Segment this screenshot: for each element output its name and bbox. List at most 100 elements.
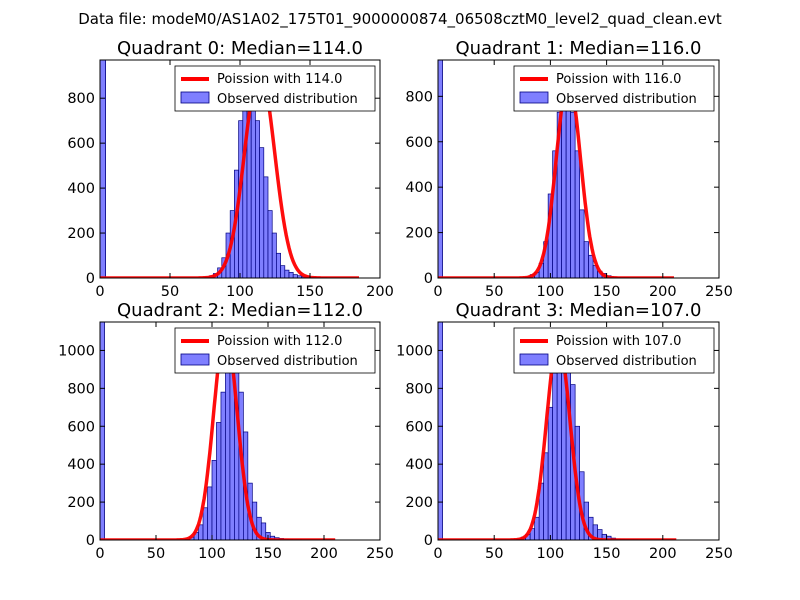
x-tick-label: 100 [226, 284, 254, 300]
histogram-edge-bar [100, 60, 106, 278]
histogram-bar [255, 121, 259, 278]
legend: Poission with 107.0 Observed distribution [514, 328, 714, 373]
histogram-bar [553, 373, 557, 540]
y-tick-label: 0 [86, 271, 95, 287]
x-tick-label: 0 [433, 284, 442, 300]
x-tick-label: 200 [649, 284, 677, 300]
y-tick-label: 800 [67, 91, 95, 107]
legend-observed-label: Observed distribution [217, 354, 358, 369]
legend-bar-swatch [181, 354, 209, 365]
legend-bar-swatch [181, 92, 209, 103]
histogram-bar [225, 364, 229, 540]
x-tick-label: 150 [593, 546, 621, 562]
x-tick-label: 200 [649, 546, 677, 562]
histogram-bar [584, 242, 588, 278]
y-tick-label: 200 [405, 495, 433, 511]
x-tick-label: 100 [537, 284, 565, 300]
y-tick-label: 400 [67, 181, 95, 197]
histogram-bar [203, 508, 207, 540]
y-tick-label: 800 [67, 381, 95, 397]
histogram-bar [272, 233, 276, 278]
x-tick-label: 150 [254, 546, 282, 562]
subplot-quadrant-3: Quadrant 3: Median=107.0 0 50 100 150 200 250 0… [396, 300, 733, 562]
x-tick-label: 250 [705, 546, 733, 562]
x-tick-label: 200 [310, 546, 338, 562]
subplot-title: Quadrant 0: Median=114.0 [117, 38, 363, 59]
legend: Poission with 112.0 Observed distribution [175, 328, 375, 373]
subplot-title: Quadrant 1: Median=116.0 [456, 38, 702, 59]
histogram-bar [281, 266, 285, 278]
legend: Poission with 114.0 Observed distribution [175, 66, 375, 111]
histogram-bar [212, 460, 216, 540]
legend-bar-swatch [520, 354, 548, 365]
histogram-bar [589, 255, 593, 278]
histogram-bar [566, 99, 570, 278]
figure-suptitle: Data file: modeM0/AS1A02_175T01_90000008… [78, 10, 722, 29]
histogram-bar [251, 94, 255, 278]
y-tick-label: 1000 [396, 343, 433, 359]
x-tick-label: 150 [296, 284, 324, 300]
y-tick-label: 400 [405, 457, 433, 473]
y-tick-label: 400 [405, 180, 433, 196]
subplot-quadrant-1: Quadrant 1: Median=116.0 0 50 100 150 200 250 0… [405, 38, 733, 300]
subplot-title: Quadrant 3: Median=107.0 [456, 300, 702, 321]
x-tick-label: 50 [485, 284, 503, 300]
histogram-bar [216, 422, 220, 540]
histogram-bar [535, 517, 539, 540]
legend-observed-label: Observed distribution [217, 92, 358, 107]
y-tick-label: 200 [67, 226, 95, 242]
y-tick-label: 600 [405, 135, 433, 151]
histogram-bar [571, 112, 575, 278]
subplot-title: Quadrant 2: Median=112.0 [117, 300, 363, 321]
x-tick-label: 100 [537, 546, 565, 562]
y-tick-label: 200 [67, 495, 95, 511]
x-tick-label: 250 [366, 546, 394, 562]
x-tick-label: 50 [485, 546, 503, 562]
subplot-quadrant-2: Quadrant 2: Median=112.0 0 50 100 150 200 250 0… [58, 300, 394, 562]
histogram-edge-bar [100, 322, 104, 540]
y-tick-label: 0 [424, 533, 433, 549]
x-tick-label: 0 [433, 546, 442, 562]
y-tick-label: 200 [405, 226, 433, 242]
x-tick-label: 50 [147, 546, 165, 562]
histogram-edge-bar [438, 60, 442, 278]
x-tick-label: 200 [366, 284, 394, 300]
histogram-bar [580, 210, 584, 278]
x-tick-label: 0 [95, 284, 104, 300]
y-tick-label: 800 [405, 381, 433, 397]
legend-fit-label: Poission with 116.0 [556, 72, 681, 87]
x-tick-label: 100 [198, 546, 226, 562]
y-tick-label: 600 [67, 136, 95, 152]
histogram-edge-bar [438, 322, 442, 540]
histogram-bar [276, 253, 280, 278]
y-tick-label: 0 [86, 533, 95, 549]
subplots-grid: Quadrant 0: Median=114.0 0 50 100 150 200 0 200… [58, 38, 733, 562]
x-tick-label: 0 [95, 546, 104, 562]
histogram-bar [289, 272, 293, 278]
histogram-bar [264, 177, 268, 278]
histogram-bar [562, 105, 566, 278]
y-tick-label: 800 [405, 89, 433, 105]
histogram-bar [268, 211, 272, 278]
legend: Poission with 116.0 Observed distribution [514, 66, 714, 111]
histogram-bar [544, 453, 548, 540]
histogram-bar [221, 392, 225, 540]
histogram-bar [260, 148, 264, 278]
legend-bar-swatch [520, 92, 548, 103]
histogram-bar [293, 275, 297, 278]
histogram-bar [548, 407, 552, 540]
histogram-bar [285, 270, 289, 278]
legend-observed-label: Observed distribution [556, 354, 697, 369]
legend-fit-label: Poission with 107.0 [556, 334, 681, 349]
figure-canvas: Data file: modeM0/AS1A02_175T01_90000008… [0, 0, 800, 600]
y-tick-label: 1000 [58, 343, 95, 359]
histogram-bar [208, 487, 212, 540]
legend-fit-label: Poission with 114.0 [217, 72, 342, 87]
y-tick-label: 400 [67, 457, 95, 473]
legend-fit-label: Poission with 112.0 [217, 334, 342, 349]
y-tick-label: 600 [405, 419, 433, 435]
histogram-bar [557, 349, 561, 540]
y-tick-label: 600 [67, 419, 95, 435]
x-tick-label: 50 [161, 284, 179, 300]
histogram-bar [575, 151, 579, 278]
